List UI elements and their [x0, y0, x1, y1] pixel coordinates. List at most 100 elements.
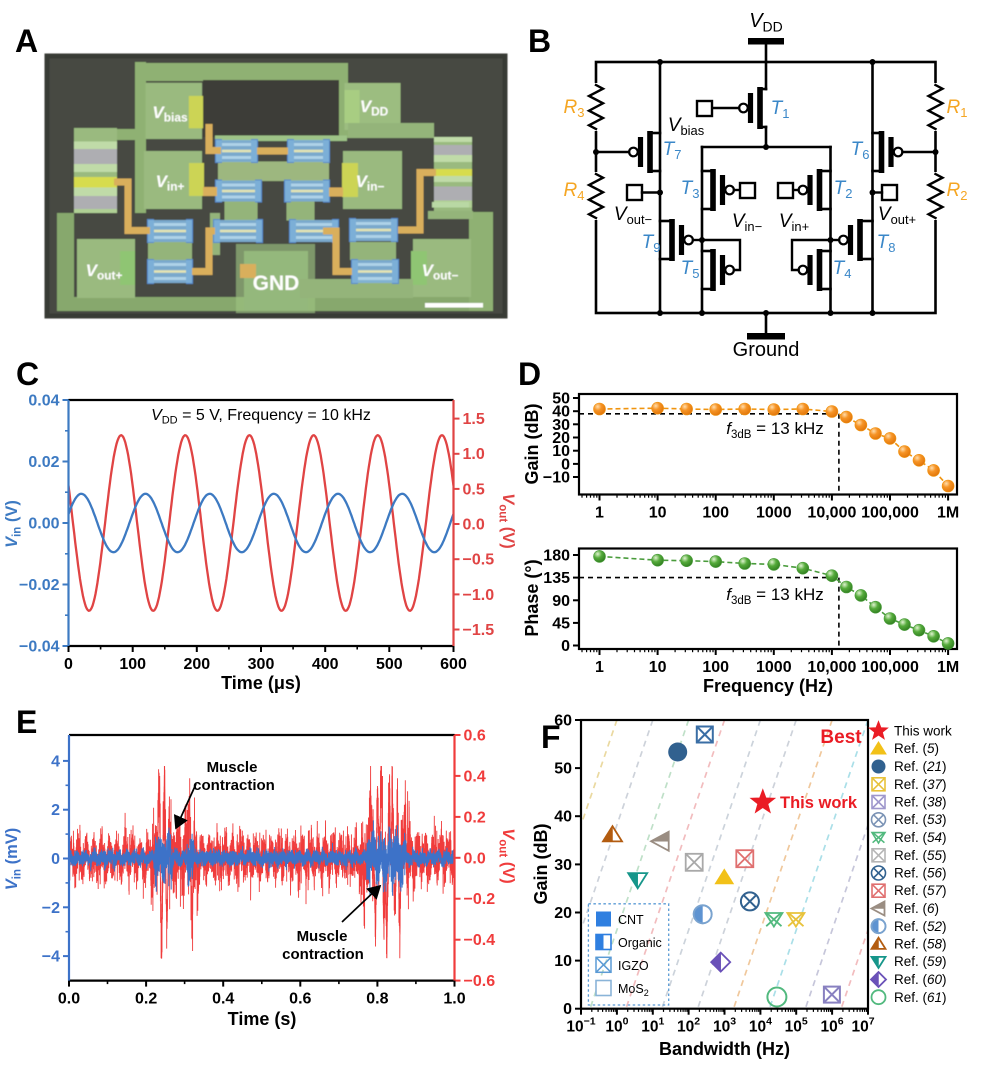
- svg-text:10,000: 10,000: [807, 659, 856, 676]
- svg-text:Vout (V): Vout (V): [496, 828, 517, 884]
- svg-text:0.2: 0.2: [135, 991, 157, 1008]
- svg-text:T1: T1: [771, 98, 790, 121]
- svg-text:Vin (mV): Vin (mV): [3, 828, 24, 891]
- svg-text:Time (μs): Time (μs): [221, 673, 301, 693]
- svg-text:A: A: [15, 23, 38, 59]
- svg-text:135: 135: [543, 570, 570, 587]
- svg-text:contraction: contraction: [193, 777, 275, 794]
- svg-text:Muscle: Muscle: [207, 759, 258, 776]
- svg-text:1M: 1M: [937, 659, 959, 676]
- svg-text:−0.4: −0.4: [464, 932, 496, 949]
- svg-text:0.5: 0.5: [463, 481, 485, 498]
- svg-text:0: 0: [561, 456, 570, 473]
- svg-text:Vout−: Vout−: [422, 261, 459, 283]
- svg-text:0.04: 0.04: [28, 393, 59, 410]
- svg-text:MoS2: MoS2: [618, 982, 649, 998]
- svg-text:0.4: 0.4: [464, 768, 486, 785]
- svg-text:B: B: [528, 23, 551, 59]
- svg-text:−0.02: −0.02: [19, 577, 60, 594]
- svg-text:Vin (V): Vin (V): [3, 500, 24, 548]
- svg-text:Vout+: Vout+: [878, 204, 916, 227]
- svg-text:C: C: [16, 356, 39, 392]
- svg-text:T2: T2: [834, 178, 853, 201]
- svg-text:Organic: Organic: [618, 936, 662, 950]
- svg-text:10: 10: [649, 505, 667, 522]
- svg-text:Bandwidth (Hz): Bandwidth (Hz): [659, 1039, 790, 1059]
- svg-text:Ground: Ground: [733, 339, 800, 361]
- svg-text:T8: T8: [877, 232, 896, 255]
- svg-text:100,000: 100,000: [861, 659, 919, 676]
- svg-text:Ref. (38): Ref. (38): [894, 795, 947, 810]
- svg-text:T4: T4: [833, 258, 852, 281]
- svg-text:1: 1: [595, 505, 604, 522]
- svg-text:Ref. (59): Ref. (59): [894, 954, 947, 969]
- svg-text:1.0: 1.0: [463, 446, 485, 463]
- svg-text:0.00: 0.00: [28, 516, 59, 533]
- svg-text:0: 0: [51, 851, 60, 868]
- svg-text:0.8: 0.8: [366, 991, 388, 1008]
- svg-text:f3dB = 13 kHz: f3dB = 13 kHz: [726, 419, 824, 441]
- svg-text:Ref. (6): Ref. (6): [894, 901, 939, 916]
- svg-text:0: 0: [64, 656, 73, 673]
- svg-text:E: E: [16, 704, 37, 740]
- svg-text:Ref. (57): Ref. (57): [894, 883, 947, 898]
- svg-text:−0.6: −0.6: [464, 973, 496, 990]
- svg-text:This work: This work: [780, 794, 858, 812]
- svg-text:1.5: 1.5: [463, 411, 485, 428]
- svg-text:Gain (dB): Gain (dB): [531, 824, 551, 905]
- svg-text:Vbias: Vbias: [152, 103, 188, 125]
- svg-text:0.2: 0.2: [464, 809, 486, 826]
- svg-text:Vout+: Vout+: [86, 261, 123, 283]
- svg-text:0: 0: [563, 1001, 572, 1018]
- svg-text:R4: R4: [564, 180, 585, 203]
- svg-text:R1: R1: [947, 97, 968, 120]
- svg-text:50: 50: [552, 391, 570, 408]
- svg-text:0: 0: [561, 638, 570, 655]
- svg-text:0.0: 0.0: [463, 517, 485, 534]
- svg-text:−0.2: −0.2: [464, 891, 496, 908]
- svg-text:−0.5: −0.5: [463, 552, 495, 569]
- svg-text:200: 200: [183, 656, 210, 673]
- svg-text:−1.0: −1.0: [463, 587, 495, 604]
- svg-text:100: 100: [119, 656, 146, 673]
- svg-text:50: 50: [554, 761, 572, 778]
- svg-text:1000: 1000: [756, 505, 792, 522]
- svg-text:1000: 1000: [756, 659, 792, 676]
- svg-text:T9: T9: [642, 232, 661, 255]
- svg-text:Ref. (21): Ref. (21): [894, 759, 947, 774]
- svg-text:Ref. (37): Ref. (37): [894, 777, 947, 792]
- svg-text:Vbias: Vbias: [668, 115, 704, 138]
- svg-text:f3dB = 13 kHz: f3dB = 13 kHz: [726, 585, 824, 607]
- svg-text:R3: R3: [564, 97, 585, 120]
- svg-text:T3: T3: [681, 178, 700, 201]
- svg-text:1M: 1M: [937, 505, 959, 522]
- svg-text:Vin+: Vin+: [156, 172, 185, 194]
- svg-text:Ref. (58): Ref. (58): [894, 937, 947, 952]
- svg-text:−4: −4: [42, 949, 60, 966]
- svg-text:20: 20: [552, 430, 570, 447]
- svg-text:10,000: 10,000: [807, 505, 856, 522]
- svg-text:45: 45: [552, 615, 570, 632]
- svg-text:VDD = 5 V, Frequency = 10 kHz: VDD = 5 V, Frequency = 10 kHz: [151, 407, 371, 427]
- svg-text:10: 10: [554, 953, 572, 970]
- svg-text:2: 2: [51, 802, 60, 819]
- svg-text:180: 180: [543, 548, 570, 565]
- svg-text:100: 100: [702, 505, 729, 522]
- svg-text:−2: −2: [42, 900, 60, 917]
- svg-text:0.6: 0.6: [289, 991, 311, 1008]
- svg-text:Vout−: Vout−: [614, 204, 652, 227]
- svg-text:T6: T6: [851, 139, 870, 162]
- svg-text:Best: Best: [820, 727, 862, 748]
- svg-text:10: 10: [552, 443, 570, 460]
- svg-text:Frequency (Hz): Frequency (Hz): [703, 676, 833, 696]
- svg-text:T7: T7: [663, 139, 682, 162]
- svg-text:Ref. (60): Ref. (60): [894, 972, 947, 987]
- svg-text:Ref. (55): Ref. (55): [894, 848, 947, 863]
- svg-text:30: 30: [554, 857, 572, 874]
- svg-text:0.4: 0.4: [212, 991, 234, 1008]
- svg-text:−10: −10: [543, 470, 570, 487]
- svg-text:500: 500: [376, 656, 403, 673]
- svg-text:Ref. (53): Ref. (53): [894, 812, 947, 827]
- svg-text:−1.5: −1.5: [463, 622, 495, 639]
- svg-text:D: D: [518, 356, 541, 392]
